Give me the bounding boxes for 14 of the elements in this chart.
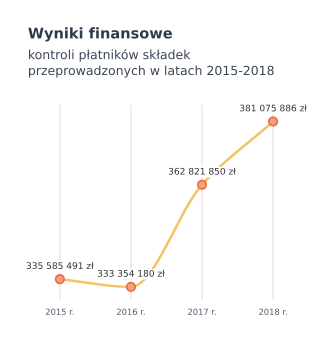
chart-subtitle: kontroli płatników składek przeprowadzonych w latach 2015-2018 — [29, 49, 274, 78]
x-tick-label: 2017 r. — [188, 308, 216, 315]
x-tick-label: 2016 r. — [116, 308, 145, 315]
data-label: 333 354 180 zł — [98, 270, 165, 277]
data-label: 362 821 850 zł — [168, 168, 236, 175]
data-label: 335 585 491 zł — [26, 262, 94, 270]
point — [268, 116, 278, 127]
point — [196, 180, 208, 190]
point — [54, 274, 65, 284]
x-tick-label: 2018 r. — [259, 308, 287, 315]
point — [126, 282, 136, 292]
chart-title: Wyniki finansowe — [28, 27, 172, 42]
data-label: 381 075 886 zł — [240, 104, 307, 112]
x-tick-label: 2015 r. — [46, 308, 74, 315]
